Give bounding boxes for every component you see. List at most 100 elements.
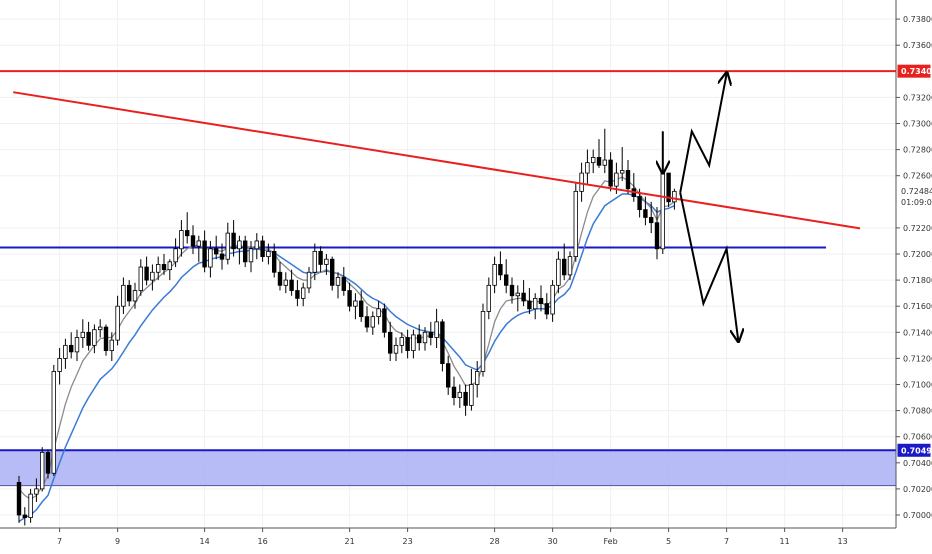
candle-body [242, 240, 248, 263]
candle-body [28, 493, 33, 519]
x-tick-label: 21 [345, 537, 355, 546]
candle [208, 240, 213, 278]
candle [248, 240, 254, 273]
x-tick-label: 9 [115, 537, 120, 546]
candle [22, 507, 27, 526]
candle [231, 220, 236, 257]
price-label-box [897, 443, 931, 457]
candle [620, 146, 625, 181]
candle-body [393, 344, 399, 354]
candle-body [202, 240, 207, 268]
candle-body [434, 321, 439, 338]
x-tick-label: 28 [490, 537, 500, 546]
candle [335, 272, 341, 299]
candle [422, 327, 428, 351]
candle [480, 303, 486, 377]
candle [63, 338, 68, 369]
candle-body [109, 339, 114, 351]
candle-body [550, 284, 555, 315]
candle [45, 449, 51, 479]
price-label: 0.73401 [897, 64, 932, 78]
candle [86, 321, 91, 351]
candle-body [445, 363, 451, 388]
candle [370, 311, 375, 335]
candle [596, 139, 602, 168]
candle-body [34, 488, 39, 495]
candle [92, 324, 97, 354]
candle [445, 355, 451, 395]
candle-body [527, 300, 532, 310]
candle [538, 285, 544, 312]
candle [521, 280, 526, 307]
candle [196, 235, 201, 262]
candle [219, 243, 225, 270]
candle-body [289, 279, 294, 291]
candle-body [213, 248, 219, 255]
projection-arrow [679, 74, 726, 193]
candle-body [132, 290, 138, 302]
x-tick-label: 13 [838, 537, 848, 546]
candle [202, 230, 207, 273]
candle-body [167, 261, 172, 271]
price-label: 0.72484 [898, 184, 932, 197]
candle [115, 295, 120, 346]
moving-average-fast [18, 176, 675, 501]
candle [608, 152, 613, 192]
candle-body [40, 451, 45, 490]
candle-body [602, 159, 607, 166]
candle [353, 293, 358, 320]
x-tick-label: 16 [258, 537, 268, 546]
candle [51, 364, 56, 476]
candle-body [556, 258, 561, 286]
candle-body [498, 264, 503, 276]
candle-body [486, 284, 491, 312]
candle-body [451, 386, 457, 398]
candle [150, 264, 155, 291]
candle [155, 256, 161, 281]
candle [57, 347, 62, 385]
candle-body [503, 274, 509, 286]
candle-body [474, 371, 480, 385]
candle [329, 256, 335, 291]
candle-body [573, 190, 578, 258]
price-label-text: 0.70496 [901, 446, 932, 455]
candle [74, 329, 80, 362]
candle [573, 183, 578, 262]
candle [98, 319, 103, 338]
candle-body [376, 308, 381, 318]
candle [121, 277, 126, 315]
candle [341, 267, 346, 296]
candle-body [271, 250, 277, 273]
candle-body [440, 321, 445, 365]
x-tick-label: Feb [604, 537, 618, 546]
candle [213, 235, 219, 260]
candle-body [161, 264, 167, 271]
candle-body [533, 297, 538, 310]
price-label-box [898, 184, 930, 197]
candle-body [416, 334, 422, 344]
candle-body [22, 514, 27, 519]
candle [463, 384, 468, 416]
candle-body [208, 248, 213, 268]
candle [451, 376, 457, 406]
price-label-box [897, 64, 931, 78]
candle [127, 280, 132, 307]
candle [440, 319, 445, 372]
candle [358, 290, 364, 322]
candle [173, 238, 178, 268]
candle [649, 201, 654, 234]
candle [80, 319, 85, 348]
candle-body [127, 284, 132, 302]
candle-body [69, 344, 74, 353]
x-tick-label: 7 [724, 537, 729, 546]
candle [405, 329, 410, 359]
candle [585, 149, 590, 184]
